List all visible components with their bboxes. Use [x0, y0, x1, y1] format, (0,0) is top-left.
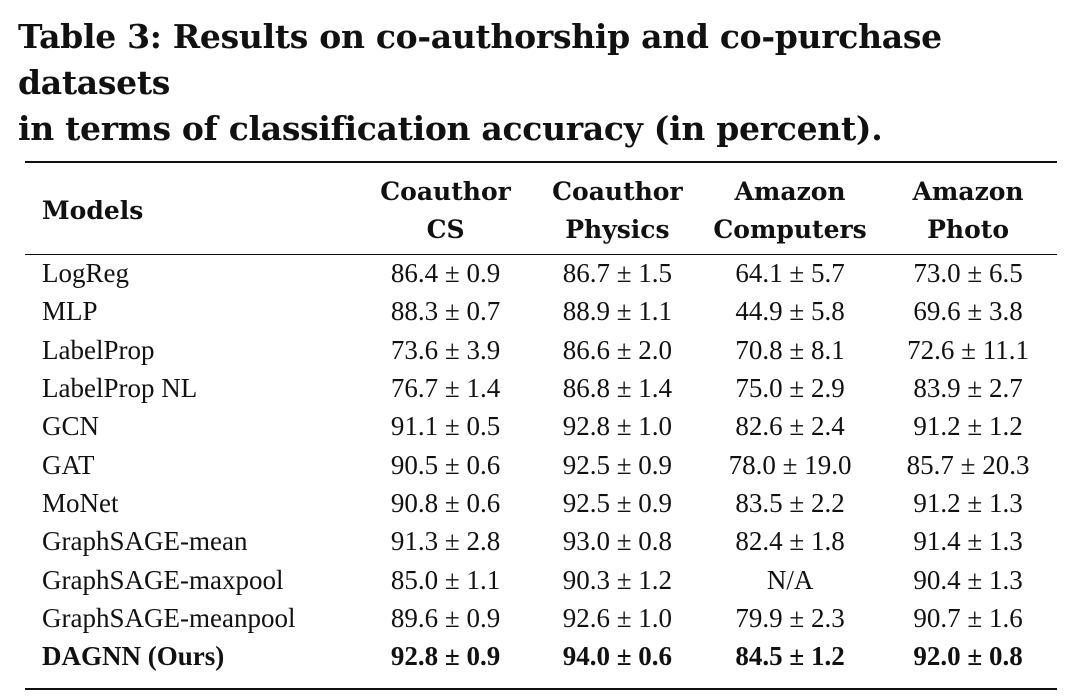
accuracy-cell: 90.3 ± 1.2	[562, 564, 673, 595]
header-amazon-computers: Amazon Computers	[701, 168, 879, 254]
accuracy-cell: 92.5 ± 0.9	[562, 449, 673, 480]
accuracy-cell: 84.5 ± 1.2	[735, 641, 845, 672]
header-line: Coauthor	[380, 177, 511, 206]
accuracy-cell: 69.6 ± 3.8	[913, 296, 1023, 327]
accuracy-cell: 92.8 ± 0.9	[390, 641, 501, 672]
accuracy-cell: 82.6 ± 2.4	[735, 411, 845, 442]
table-row: GraphSAGE-meanpool 89.6 ± 0.9 92.6 ± 1.0 79…	[25, 599, 1057, 637]
table-row: LogReg 86.4 ± 0.9 86.7 ± 1.5 64.1 ± 5.7 73.0…	[25, 254, 1057, 292]
accuracy-cell: 88.9 ± 1.1	[562, 296, 673, 327]
header-line: Amazon	[734, 177, 846, 206]
header-amazon-photo: Amazon Photo	[879, 168, 1057, 254]
table-row: LabelProp NL 76.7 ± 1.4 86.8 ± 1.4 75.0 ± 2…	[25, 369, 1057, 407]
header-coauthor-physics: Coauthor Physics	[534, 168, 701, 254]
model-name: GraphSAGE-maxpool	[42, 564, 284, 595]
model-name: GCN	[42, 411, 100, 442]
top-rule	[25, 161, 1057, 163]
accuracy-cell: 83.5 ± 2.2	[735, 487, 845, 518]
results-table: Models Coauthor CS Coauthor Physics Amazon…	[25, 168, 1057, 675]
accuracy-cell: 73.6 ± 3.9	[390, 334, 501, 365]
header-line: Photo	[927, 215, 1009, 244]
accuracy-cell: 92.5 ± 0.9	[562, 487, 673, 518]
accuracy-cell: 76.7 ± 1.4	[390, 373, 501, 404]
accuracy-cell: 91.1 ± 0.5	[390, 411, 501, 442]
table-row: LabelProp 73.6 ± 3.9 86.6 ± 2.0 70.8 ± 8.1 7…	[25, 331, 1057, 369]
accuracy-cell: 94.0 ± 0.6	[562, 641, 673, 672]
accuracy-cell: N/A	[766, 564, 814, 595]
header-line: Computers	[713, 215, 867, 244]
table-row: GraphSAGE-maxpool 85.0 ± 1.1 90.3 ± 1.2 N/A…	[25, 560, 1057, 598]
table-row: GraphSAGE-mean 91.3 ± 2.8 93.0 ± 0.8 82.4 ±…	[25, 522, 1057, 560]
header-line: Physics	[565, 215, 670, 244]
accuracy-cell: 82.4 ± 1.8	[735, 526, 845, 557]
accuracy-cell: 75.0 ± 2.9	[735, 373, 845, 404]
accuracy-cell: 85.0 ± 1.1	[390, 564, 501, 595]
table-row: GAT 90.5 ± 0.6 92.5 ± 0.9 78.0 ± 19.0 85.7 ±…	[25, 445, 1057, 483]
model-name: GraphSAGE-mean	[42, 526, 248, 557]
table-row: DAGNN (Ours) 92.8 ± 0.9 94.0 ± 0.6 84.5 ± 1…	[25, 637, 1057, 675]
model-name: GAT	[42, 449, 95, 480]
accuracy-cell: 86.6 ± 2.0	[562, 334, 673, 365]
accuracy-cell: 88.3 ± 0.7	[390, 296, 501, 327]
model-name: GraphSAGE-meanpool	[42, 602, 296, 633]
header-line: Amazon	[912, 177, 1024, 206]
table-row: MoNet 90.8 ± 0.6 92.5 ± 0.9 83.5 ± 2.2 91.2 …	[25, 484, 1057, 522]
accuracy-cell: 92.6 ± 1.0	[562, 602, 673, 633]
accuracy-cell: 91.2 ± 1.3	[913, 487, 1023, 518]
table-caption: Table 3: Results on co-authorship and co…	[18, 14, 1078, 152]
accuracy-cell: 85.7 ± 20.3	[906, 449, 1030, 480]
accuracy-cell: 89.6 ± 0.9	[390, 602, 501, 633]
model-name: LabelProp NL	[42, 373, 198, 404]
mid-rule	[25, 254, 1057, 255]
accuracy-cell: 86.8 ± 1.4	[562, 373, 673, 404]
accuracy-cell: 90.7 ± 1.6	[913, 602, 1023, 633]
bottom-rule	[25, 688, 1057, 690]
accuracy-cell: 92.0 ± 0.8	[913, 641, 1023, 672]
accuracy-cell: 91.2 ± 1.2	[913, 411, 1023, 442]
accuracy-cell: 92.8 ± 1.0	[562, 411, 673, 442]
header-models: Models	[42, 196, 144, 225]
accuracy-cell: 90.4 ± 1.3	[913, 564, 1023, 595]
accuracy-cell: 91.4 ± 1.3	[913, 526, 1023, 557]
header-coauthor-cs: Coauthor CS	[357, 168, 534, 254]
model-name: LogReg	[42, 258, 129, 289]
accuracy-cell: 79.9 ± 2.3	[735, 602, 845, 633]
accuracy-cell: 91.3 ± 2.8	[390, 526, 501, 557]
accuracy-cell: 90.5 ± 0.6	[390, 449, 501, 480]
accuracy-cell: 83.9 ± 2.7	[913, 373, 1023, 404]
header-line: Coauthor	[552, 177, 683, 206]
model-name: LabelProp	[42, 334, 155, 365]
accuracy-cell: 93.0 ± 0.8	[562, 526, 673, 557]
accuracy-cell: 86.4 ± 0.9	[390, 258, 501, 289]
caption-line-2: in terms of classification accuracy (in …	[18, 109, 883, 148]
accuracy-cell: 86.7 ± 1.5	[562, 258, 673, 289]
caption-line-1: Table 3: Results on co-authorship and co…	[18, 17, 942, 102]
model-name: DAGNN (Ours)	[42, 641, 225, 672]
accuracy-cell: 78.0 ± 19.0	[728, 449, 852, 480]
accuracy-cell: 70.8 ± 8.1	[735, 334, 845, 365]
accuracy-cell: 90.8 ± 0.6	[390, 487, 501, 518]
table-row: MLP 88.3 ± 0.7 88.9 ± 1.1 44.9 ± 5.8 69.6 ± …	[25, 292, 1057, 330]
header-line: CS	[426, 215, 465, 244]
accuracy-cell: 64.1 ± 5.7	[735, 258, 845, 289]
model-name: MLP	[42, 296, 98, 327]
accuracy-cell: 73.0 ± 6.5	[913, 258, 1023, 289]
header-row: Models Coauthor CS Coauthor Physics Amazon…	[25, 168, 1057, 254]
table-row: GCN 91.1 ± 0.5 92.8 ± 1.0 82.6 ± 2.4 91.2 ± …	[25, 407, 1057, 445]
model-name: MoNet	[42, 487, 119, 518]
accuracy-cell: 44.9 ± 5.8	[735, 296, 845, 327]
accuracy-cell: 72.6 ± 11.1	[907, 334, 1029, 365]
